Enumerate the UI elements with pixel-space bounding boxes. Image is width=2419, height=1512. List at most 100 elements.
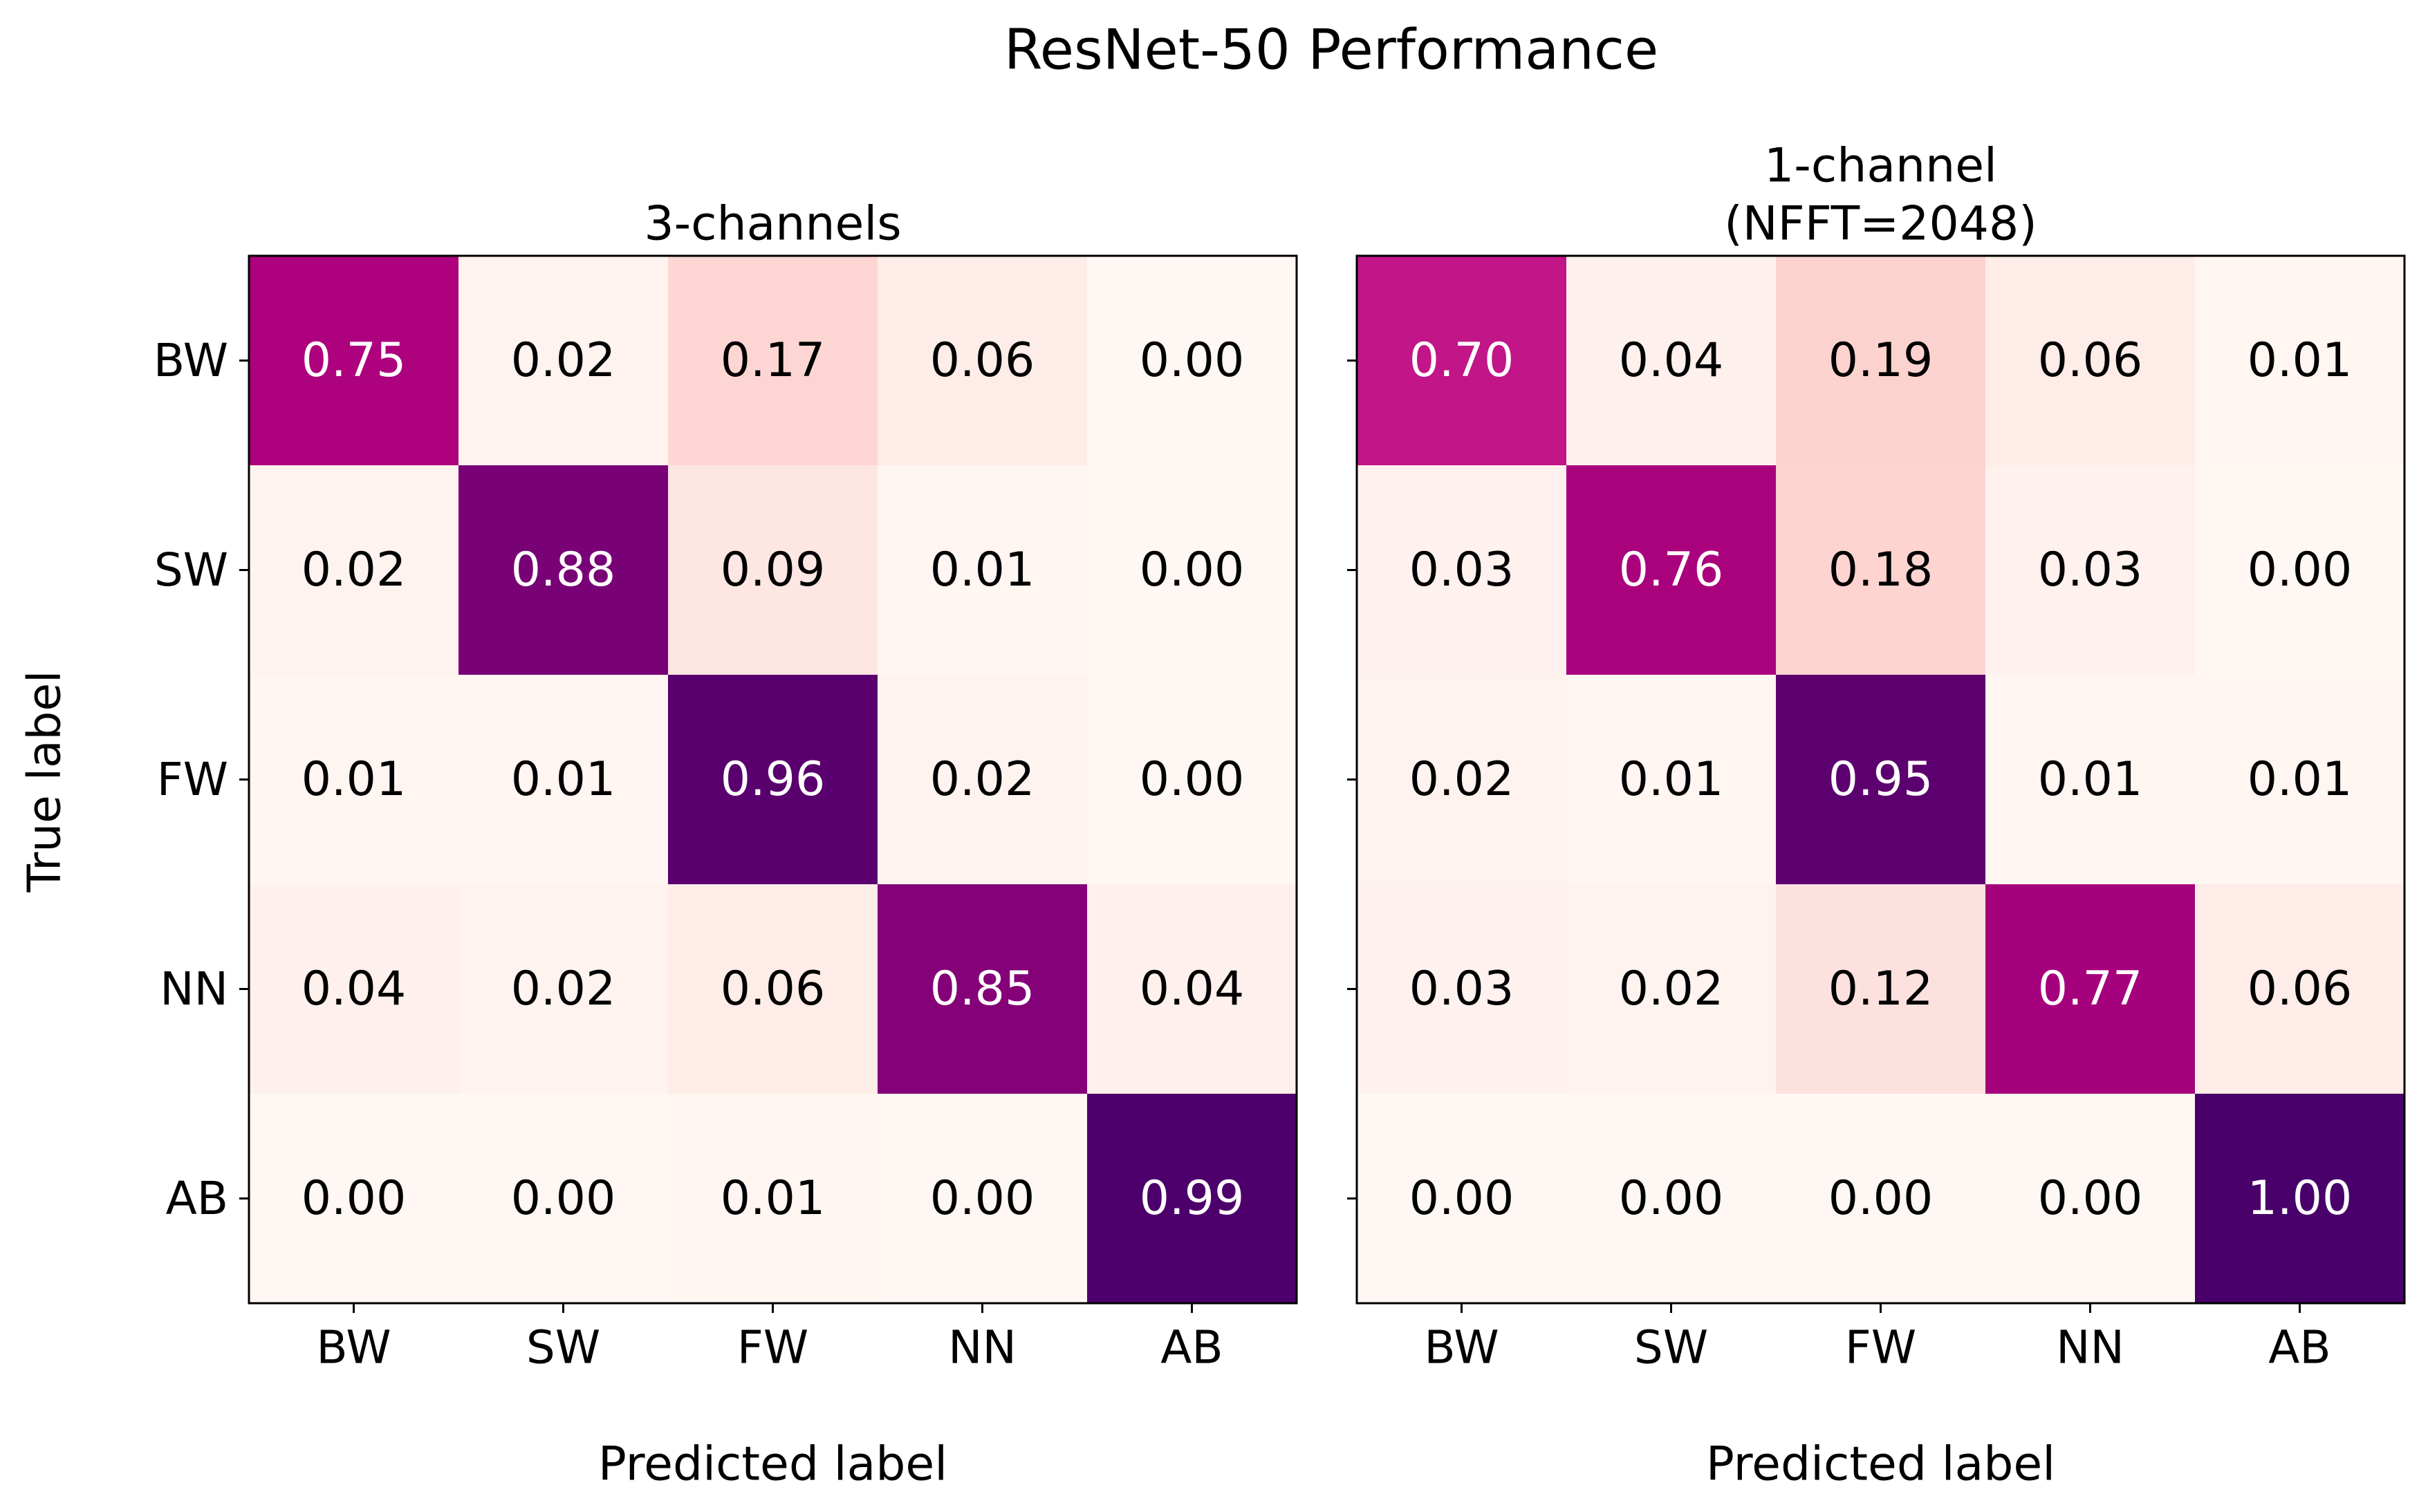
heatmap-cell [1357, 465, 1567, 675]
cell-value-label: 0.01 [930, 543, 1035, 597]
heatmap-cell [668, 675, 878, 885]
cell-value-label: 0.01 [2038, 752, 2142, 807]
cell-value-label: 0.12 [1828, 962, 1933, 1016]
heatmap-cell [249, 884, 459, 1094]
heatmap-cell [668, 884, 878, 1094]
heatmap-cell [458, 1094, 669, 1304]
cell-value-label: 0.00 [1619, 1171, 1723, 1226]
cell-value-label: 0.18 [1828, 543, 1933, 597]
cell-value-label: 0.00 [511, 1171, 615, 1226]
x-axis-label: Predicted label [598, 1437, 947, 1492]
heatmap-cell [458, 256, 669, 466]
panel-title: 3-channels [644, 197, 901, 252]
x-axis-label: Predicted label [1706, 1437, 2055, 1492]
heatmap-cell [1087, 465, 1297, 675]
heatmap-cell [2195, 256, 2405, 466]
heatmap-cell [1985, 465, 2196, 675]
cell-value-label: 0.02 [930, 752, 1035, 807]
cell-value-label: 0.00 [2247, 543, 2352, 597]
x-tick-label: BW [1424, 1321, 1499, 1374]
cell-value-label: 0.75 [302, 333, 406, 388]
y-tick-label: BW [154, 334, 228, 387]
heatmap-cell [458, 465, 669, 675]
cell-value-label: 0.04 [1619, 333, 1723, 388]
heatmap-cell [1357, 1094, 1567, 1304]
heatmap-cell [878, 675, 1088, 885]
heatmap-cell [668, 465, 878, 675]
heatmap-cell [1985, 256, 2196, 466]
heatmap-cell [249, 1094, 459, 1304]
heatmap-cell [249, 465, 459, 675]
cell-value-label: 0.06 [2247, 962, 2352, 1016]
x-tick-label: AB [1160, 1321, 1223, 1374]
cell-value-label: 0.04 [1140, 962, 1244, 1016]
cell-value-label: 0.02 [511, 962, 615, 1016]
cell-value-label: 0.03 [1409, 962, 1514, 1016]
x-tick-label: SW [526, 1321, 600, 1374]
cell-value-label: 0.02 [1409, 752, 1514, 807]
cell-value-label: 0.19 [1828, 333, 1933, 388]
x-tick-label: NN [2056, 1321, 2124, 1374]
heatmap-cell [1087, 675, 1297, 885]
panel-title: 1-channel [1764, 139, 1997, 194]
panel-title: (NFFT=2048) [1724, 197, 2037, 252]
cell-value-label: 0.01 [2247, 333, 2352, 388]
heatmap-cell [668, 1094, 878, 1304]
heatmap-cell [1776, 256, 1986, 466]
cell-value-label: 0.06 [930, 333, 1035, 388]
cell-value-label: 1.00 [2247, 1171, 2352, 1226]
cell-value-label: 0.77 [2038, 962, 2142, 1016]
cell-value-label: 0.09 [721, 543, 825, 597]
cell-value-label: 0.01 [511, 752, 615, 807]
heatmap-cell [1566, 884, 1777, 1094]
x-tick-label: FW [737, 1321, 808, 1374]
cell-value-label: 0.02 [1619, 962, 1723, 1016]
heatmap-panel-1: 0.75 0.02 0.17 0.06 0.00 0.02 0.88 0.09 0.01 0.00… [154, 197, 1298, 1492]
heatmap-cell [1087, 884, 1297, 1094]
y-tick-label: AB [166, 1172, 228, 1225]
figure-ylabel: True label [18, 671, 71, 893]
heatmap-cell [1776, 465, 1986, 675]
cell-value-label: 0.00 [302, 1171, 406, 1226]
heatmap-cell [878, 1094, 1088, 1304]
cell-value-label: 0.01 [721, 1171, 825, 1226]
cell-value-label: 0.06 [2038, 333, 2142, 388]
heatmap-cell [2195, 1094, 2405, 1304]
x-tick-label: NN [948, 1321, 1017, 1374]
heatmap-cell [1357, 884, 1567, 1094]
cell-value-label: 0.00 [1140, 752, 1244, 807]
x-tick-label: FW [1845, 1321, 1916, 1374]
y-tick-label: NN [160, 962, 228, 1016]
cell-value-label: 0.96 [721, 752, 825, 807]
heatmap-cell [2195, 675, 2405, 885]
x-tick-label: SW [1634, 1321, 1708, 1374]
y-tick-label: FW [157, 753, 228, 806]
heatmap-cell [1357, 675, 1567, 885]
heatmap-cell [249, 675, 459, 885]
heatmap-cell [1566, 675, 1777, 885]
heatmap-cell [458, 675, 669, 885]
cell-value-label: 0.02 [511, 333, 615, 388]
heatmap-cell [878, 884, 1088, 1094]
heatmap-cell [1087, 256, 1297, 466]
heatmap-cell [1566, 465, 1777, 675]
heatmap-cell [1087, 1094, 1297, 1304]
cell-value-label: 0.06 [721, 962, 825, 1016]
heatmap-cell [1776, 884, 1986, 1094]
cell-value-label: 0.01 [2247, 752, 2352, 807]
heatmap-cell [1357, 256, 1567, 466]
heatmap-cell [1985, 675, 2196, 885]
cell-value-label: 0.70 [1409, 333, 1514, 388]
y-tick-label: SW [154, 543, 228, 597]
heatmap-cell [1985, 884, 2196, 1094]
cell-value-label: 0.00 [1140, 543, 1244, 597]
heatmap-cell [2195, 884, 2405, 1094]
cell-value-label: 0.99 [1140, 1171, 1244, 1226]
x-tick-label: AB [2268, 1321, 2330, 1374]
heatmap-cell [249, 256, 459, 466]
cell-value-label: 0.76 [1619, 543, 1723, 597]
cell-value-label: 0.88 [511, 543, 615, 597]
heatmap-panel-2: 0.70 0.04 0.19 0.06 0.01 0.03 0.76 0.18 0.03 0.00… [1347, 139, 2406, 1492]
cell-value-label: 0.00 [930, 1171, 1035, 1226]
